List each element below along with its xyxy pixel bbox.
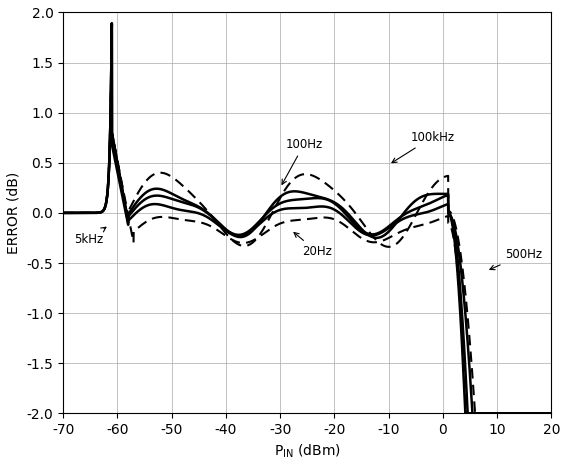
Text: 20Hz: 20Hz [294,233,332,258]
Text: 100kHz: 100kHz [392,131,454,163]
X-axis label: $\mathregular{P_{IN}}$ (dBm): $\mathregular{P_{IN}}$ (dBm) [274,443,341,460]
Text: 5kHz: 5kHz [74,227,106,246]
Text: 500Hz: 500Hz [490,248,542,269]
Text: 100Hz: 100Hz [282,138,323,184]
Y-axis label: ERROR (dB): ERROR (dB) [7,172,21,254]
